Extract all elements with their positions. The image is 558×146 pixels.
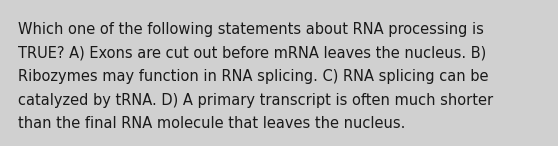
Text: than the final RNA molecule that leaves the nucleus.: than the final RNA molecule that leaves … (18, 116, 405, 131)
Text: catalyzed by tRNA. D) A primary transcript is often much shorter: catalyzed by tRNA. D) A primary transcri… (18, 93, 493, 107)
Text: Ribozymes may function in RNA splicing. C) RNA splicing can be: Ribozymes may function in RNA splicing. … (18, 69, 488, 84)
Text: TRUE? A) Exons are cut out before mRNA leaves the nucleus. B): TRUE? A) Exons are cut out before mRNA l… (18, 46, 486, 60)
Text: Which one of the following statements about RNA processing is: Which one of the following statements ab… (18, 22, 484, 37)
